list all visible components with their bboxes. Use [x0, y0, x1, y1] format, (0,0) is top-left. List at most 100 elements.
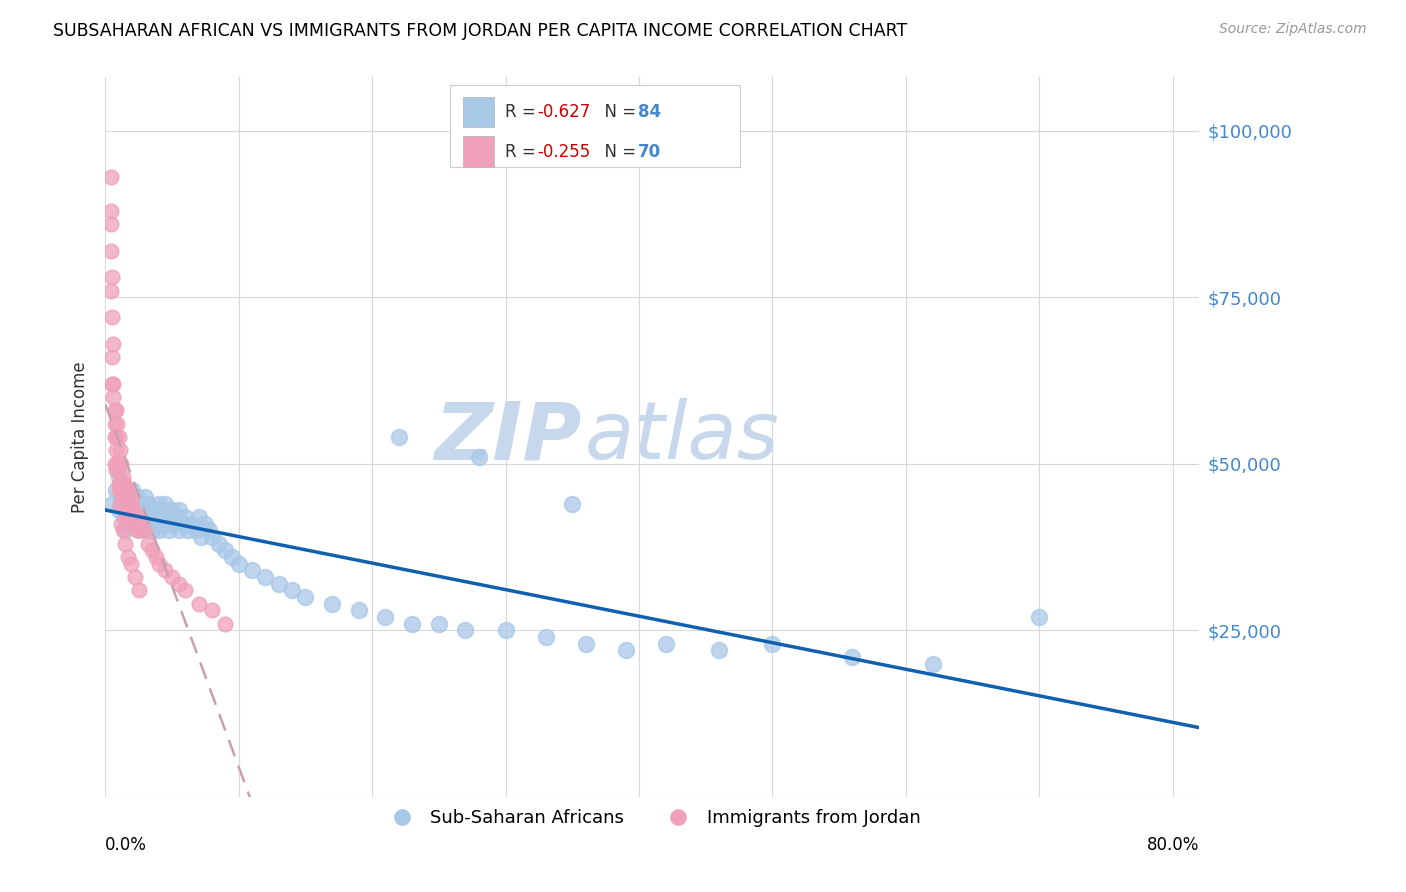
Point [495, 624, 517, 638]
Text: 80.0%: 80.0% [1147, 837, 1199, 855]
Point [128, 503, 150, 517]
Point [207, 537, 229, 551]
Text: -0.255: -0.255 [537, 143, 591, 161]
Text: R =: R = [505, 143, 540, 161]
Point [122, 503, 145, 517]
Point [127, 524, 149, 538]
Text: SUBSAHARAN AFRICAN VS IMMIGRANTS FROM JORDAN PER CAPITA INCOME CORRELATION CHART: SUBSAHARAN AFRICAN VS IMMIGRANTS FROM JO… [53, 22, 908, 40]
Point [136, 497, 159, 511]
Point [121, 490, 143, 504]
Point [111, 476, 134, 491]
Point [187, 510, 209, 524]
Point [134, 503, 156, 517]
Point [155, 563, 177, 577]
Point [115, 510, 138, 524]
Point [114, 483, 136, 498]
Point [427, 616, 450, 631]
Point [100, 244, 122, 258]
Point [100, 170, 122, 185]
Point [321, 597, 343, 611]
Point [110, 483, 132, 498]
Point [134, 490, 156, 504]
Point [103, 430, 125, 444]
Point [107, 483, 129, 498]
Point [160, 570, 183, 584]
Point [129, 524, 152, 538]
Point [136, 537, 159, 551]
Point [120, 497, 142, 511]
Text: 84: 84 [638, 103, 661, 121]
Point [110, 457, 132, 471]
Point [100, 217, 122, 231]
Point [347, 603, 370, 617]
Point [574, 637, 596, 651]
Point [118, 516, 141, 531]
Point [167, 524, 190, 538]
Point [124, 570, 146, 584]
Point [190, 530, 212, 544]
Y-axis label: Per Capita Income: Per Capita Income [72, 361, 89, 513]
Point [141, 543, 163, 558]
Point [110, 516, 132, 531]
Point [121, 483, 143, 498]
Point [155, 497, 177, 511]
Point [107, 503, 129, 517]
Point [121, 510, 143, 524]
Text: Source: ZipAtlas.com: Source: ZipAtlas.com [1219, 22, 1367, 37]
Point [454, 624, 477, 638]
Point [388, 430, 411, 444]
Point [104, 483, 127, 498]
Point [201, 530, 224, 544]
Point [468, 450, 491, 464]
Point [240, 563, 263, 577]
Point [221, 549, 243, 564]
Point [148, 524, 170, 538]
Point [100, 284, 122, 298]
Point [101, 270, 124, 285]
Point [111, 524, 134, 538]
Point [177, 524, 200, 538]
Point [128, 583, 150, 598]
Legend: Sub-Saharan Africans, Immigrants from Jordan: Sub-Saharan Africans, Immigrants from Jo… [377, 802, 928, 835]
Point [374, 610, 396, 624]
Point [155, 510, 177, 524]
Point [534, 630, 557, 644]
Point [111, 490, 134, 504]
Point [172, 516, 194, 531]
Point [135, 510, 157, 524]
Point [103, 417, 125, 431]
Point [145, 516, 167, 531]
Point [654, 637, 676, 651]
Point [114, 483, 136, 498]
Point [134, 524, 156, 538]
Point [201, 603, 224, 617]
Point [294, 590, 316, 604]
Point [101, 310, 124, 325]
Point [187, 597, 209, 611]
Point [104, 403, 127, 417]
Point [112, 503, 135, 517]
Point [103, 376, 125, 391]
Point [105, 457, 128, 471]
FancyBboxPatch shape [463, 97, 494, 127]
Point [107, 470, 129, 484]
Point [124, 516, 146, 531]
Point [141, 524, 163, 538]
Point [254, 570, 277, 584]
Point [921, 657, 943, 671]
Point [129, 497, 152, 511]
Point [129, 510, 152, 524]
Point [108, 443, 131, 458]
Point [160, 516, 183, 531]
Point [127, 490, 149, 504]
Point [150, 503, 173, 517]
Point [157, 524, 180, 538]
Text: N =: N = [595, 143, 641, 161]
Point [114, 503, 136, 517]
Point [141, 503, 163, 517]
Point [167, 503, 190, 517]
Point [104, 463, 127, 477]
Text: ZIP: ZIP [434, 398, 581, 476]
Point [614, 643, 637, 657]
Point [152, 516, 174, 531]
